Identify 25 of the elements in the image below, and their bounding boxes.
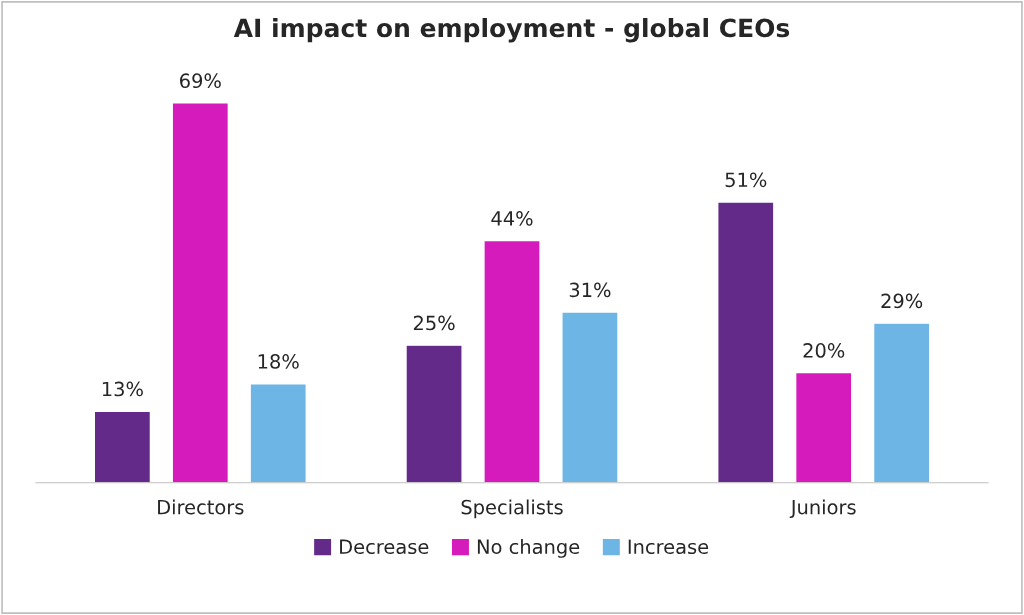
bar <box>717 201 775 483</box>
legend-label: No change <box>477 539 580 558</box>
legend-label: Increase <box>628 539 709 555</box>
data-label: 44% <box>491 210 533 226</box>
bar <box>93 410 152 483</box>
bar <box>483 239 541 483</box>
x-tick-label: Specialists <box>461 499 563 519</box>
x-tick-label: Juniors <box>789 499 856 519</box>
data-label: 25% <box>413 315 455 331</box>
data-label: 20% <box>803 343 845 358</box>
bar <box>872 322 931 483</box>
bar <box>561 311 619 483</box>
data-label: 69% <box>180 73 221 89</box>
data-label: 31% <box>569 282 611 298</box>
data-label: 29% <box>881 293 923 309</box>
data-label: 51% <box>725 172 767 188</box>
data-label: 13% <box>102 381 143 397</box>
bar <box>405 344 463 483</box>
bar <box>249 382 307 483</box>
bar <box>171 102 230 483</box>
bar <box>794 371 853 483</box>
data-label: 18% <box>258 354 299 369</box>
x-tick-label: Directors <box>158 499 244 515</box>
legend-label: Decrease <box>340 539 429 555</box>
chart-title: AI impact on employment - global CEOs <box>233 18 790 43</box>
